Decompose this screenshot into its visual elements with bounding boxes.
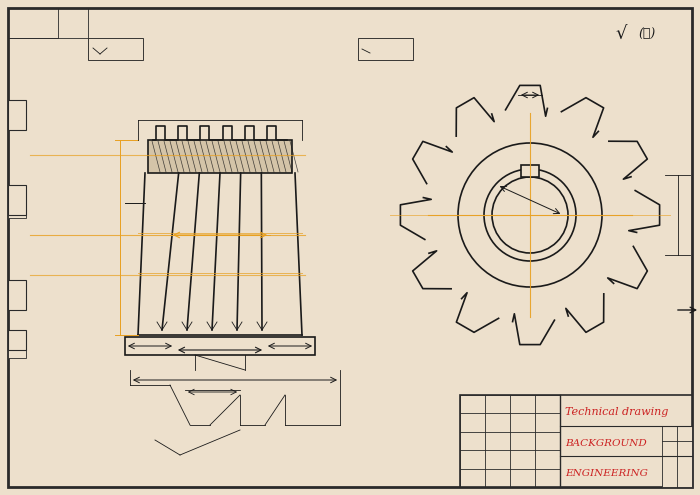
Bar [8, 185, 26, 215]
Bar [8, 110, 26, 128]
Bar [148, 140, 292, 173]
Bar [8, 100, 26, 130]
Bar [8, 340, 26, 358]
Bar [8, 330, 26, 350]
Bar [125, 337, 315, 355]
Bar [8, 200, 26, 218]
Bar [8, 280, 26, 310]
Bar [8, 8, 88, 38]
Bar [8, 290, 26, 308]
Text: ENGINEERING: ENGINEERING [565, 469, 648, 478]
Text: Technical drawing: Technical drawing [565, 407, 668, 417]
Bar [88, 38, 143, 60]
Bar [662, 426, 692, 487]
Text: (✓): (✓) [638, 28, 655, 41]
Bar [460, 395, 692, 487]
Text: BACKGROUND: BACKGROUND [565, 439, 647, 447]
Text: √: √ [615, 25, 626, 43]
Bar [521, 165, 539, 177]
Bar [8, 8, 58, 38]
Bar [358, 38, 413, 60]
